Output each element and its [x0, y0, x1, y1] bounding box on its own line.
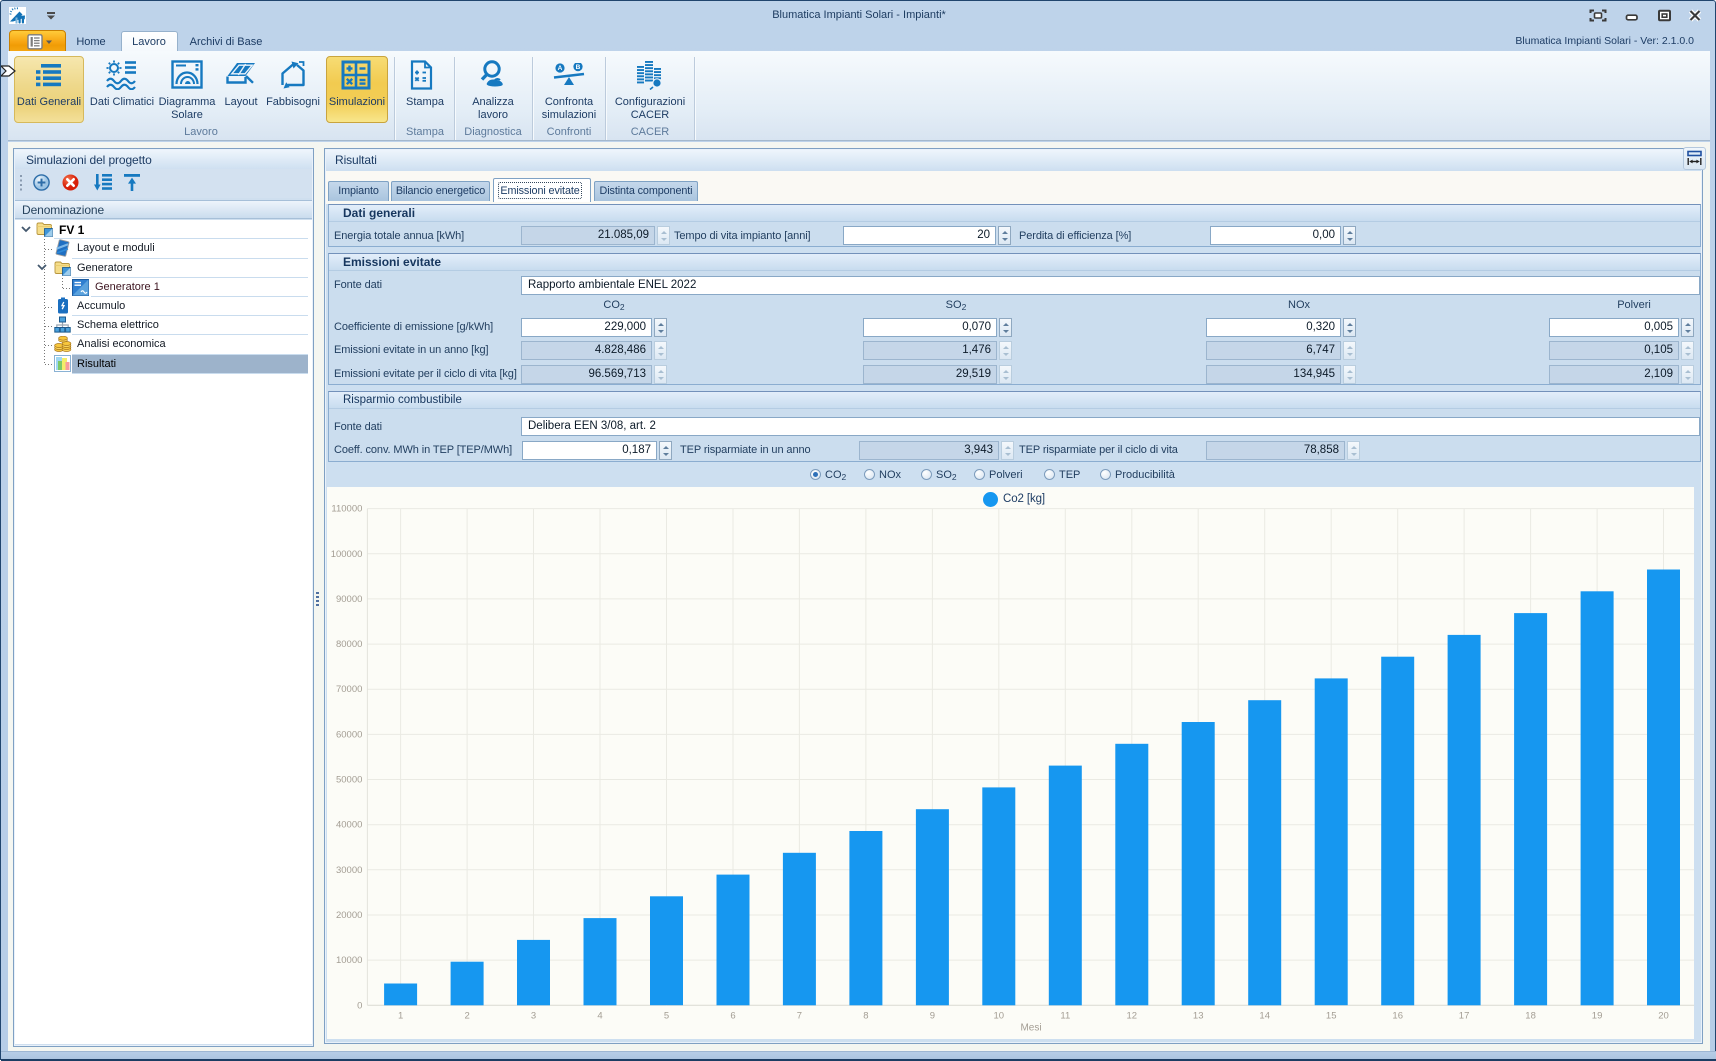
svg-text:10: 10 [994, 1010, 1005, 1021]
svg-text:90000: 90000 [336, 594, 362, 605]
svg-text:3: 3 [531, 1010, 536, 1021]
svg-text:12: 12 [1127, 1010, 1138, 1021]
svg-text:110000: 110000 [331, 504, 362, 515]
svg-text:B: B [576, 64, 581, 71]
svg-text:13: 13 [1193, 1010, 1204, 1021]
svg-text:18: 18 [1525, 1010, 1536, 1021]
svg-text:15: 15 [1326, 1010, 1337, 1021]
svg-text:80000: 80000 [336, 639, 362, 650]
svg-text:60000: 60000 [336, 729, 362, 740]
svg-text:6: 6 [730, 1010, 735, 1021]
svg-text:100000: 100000 [331, 549, 363, 560]
svg-text:20: 20 [1658, 1010, 1669, 1021]
svg-text:A: A [558, 65, 563, 72]
svg-text:16: 16 [1392, 1010, 1403, 1021]
svg-text:10000: 10000 [336, 955, 362, 966]
svg-text:5: 5 [664, 1010, 669, 1021]
svg-text:7: 7 [797, 1010, 802, 1021]
svg-text:8: 8 [863, 1010, 868, 1021]
svg-text:2: 2 [464, 1010, 469, 1021]
svg-text:1: 1 [398, 1010, 403, 1021]
svg-text:Mesi: Mesi [1020, 1022, 1041, 1033]
svg-text:50000: 50000 [336, 775, 362, 786]
svg-text:4: 4 [597, 1010, 602, 1021]
svg-text:19: 19 [1592, 1010, 1603, 1021]
svg-text:20000: 20000 [336, 910, 362, 921]
svg-text:40000: 40000 [336, 820, 362, 831]
svg-text:30000: 30000 [336, 865, 362, 876]
svg-text:0: 0 [357, 1000, 362, 1011]
svg-text:17: 17 [1459, 1010, 1470, 1021]
svg-text:14: 14 [1259, 1010, 1270, 1021]
svg-text:11: 11 [1060, 1010, 1070, 1021]
svg-text:9: 9 [930, 1010, 935, 1021]
svg-text:70000: 70000 [336, 684, 362, 695]
